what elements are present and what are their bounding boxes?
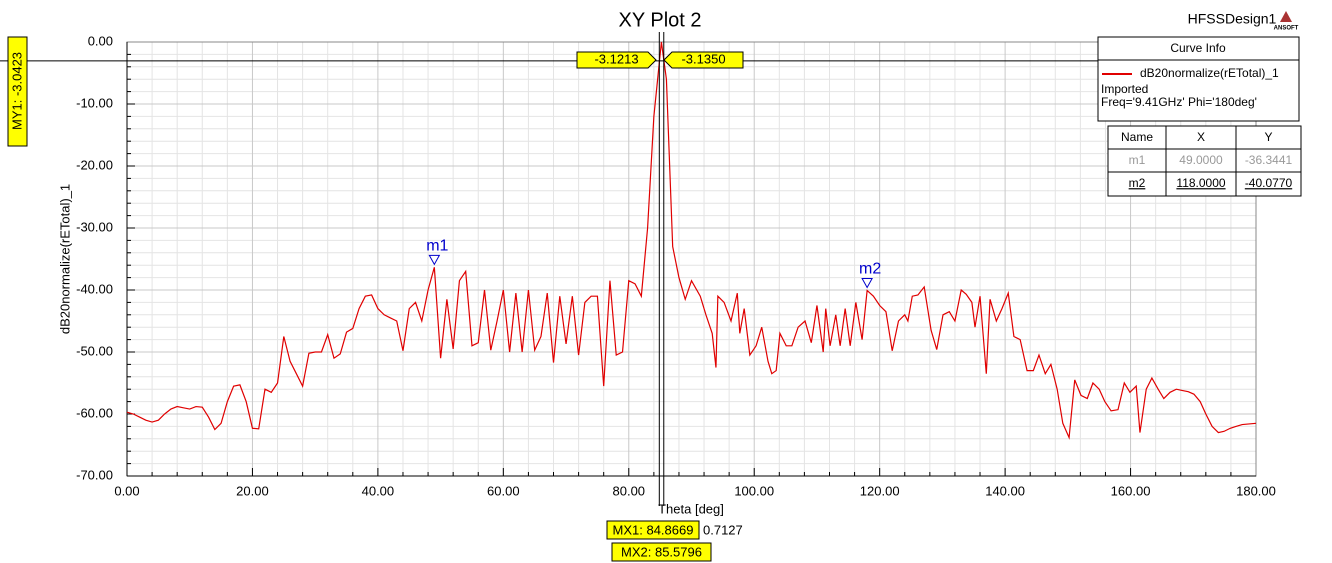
x-tick-label: 80.00 <box>613 483 646 498</box>
y-axis-label: dB20normalize(rETotal)_1 <box>57 184 72 334</box>
legend-line: Freq='9.41GHz' Phi='180deg' <box>1101 95 1257 109</box>
logo-icon <box>1280 11 1292 22</box>
cursor-label: MY1: -3.0423 <box>9 52 24 130</box>
table-cell: 49.0000 <box>1179 153 1223 167</box>
table-cell: m1 <box>1129 153 1146 167</box>
x-tick-label: 60.00 <box>487 483 520 498</box>
marker-label: m1 <box>426 238 448 255</box>
readout-box <box>576 51 657 69</box>
cursor-label: MX2: 85.5796 <box>621 544 702 559</box>
marker-triangle <box>428 254 441 266</box>
table-cell: m2 <box>1129 176 1146 190</box>
table-box <box>1107 125 1302 197</box>
marker-triangle <box>861 277 873 289</box>
y-tick-label: -50.00 <box>76 343 113 358</box>
logo: ANSOFT <box>1274 26 1299 32</box>
table-header: X <box>1197 130 1205 144</box>
chart-title: XY Plot 2 <box>618 9 701 31</box>
x-tick-label: 120.00 <box>860 483 900 498</box>
readout-label: -3.1350 <box>681 51 725 66</box>
y-tick-label: 0.00 <box>88 33 113 48</box>
y-tick-label: -70.00 <box>76 467 113 482</box>
x-tick-label: 100.00 <box>734 483 774 498</box>
readout-box <box>663 51 744 69</box>
legend-label: dB20normalize(rETotal)_1 <box>1140 66 1279 80</box>
x-tick-label: 140.00 <box>985 483 1025 498</box>
x-tick-label: 160.00 <box>1111 483 1151 498</box>
legend-line: Imported <box>1101 82 1148 96</box>
marker-label: m2 <box>859 261 881 278</box>
x-tick-label: 40.00 <box>362 483 395 498</box>
table-header: Y <box>1264 130 1272 144</box>
cursor-label-box <box>611 542 712 562</box>
x-tick-label: 0.00 <box>114 483 139 498</box>
table-cell: -40.0770 <box>1245 176 1293 190</box>
design-name: HFSSDesign1 <box>1188 11 1277 27</box>
plot-frame <box>126 41 1257 477</box>
readout-label: -3.1213 <box>594 51 638 66</box>
cursor-label: MX1: 84.8669 <box>613 522 694 537</box>
x-tick-label: 20.00 <box>236 483 269 498</box>
data-line <box>126 41 1257 440</box>
legend-box <box>1097 36 1300 122</box>
y-tick-label: -30.00 <box>76 219 113 234</box>
legend-title: Curve Info <box>1170 41 1226 55</box>
cursor-delta: 0.7127 <box>703 522 743 537</box>
table-cell: 118.0000 <box>1176 176 1225 190</box>
table-cell: -36.3441 <box>1245 153 1293 167</box>
y-tick-label: -20.00 <box>76 157 113 172</box>
x-axis-label: Theta [deg] <box>658 501 724 516</box>
x-tick-label: 180.00 <box>1236 483 1276 498</box>
table-header: Name <box>1121 130 1153 144</box>
y-tick-label: -40.00 <box>76 281 113 296</box>
y-tick-label: -10.00 <box>76 95 113 110</box>
y-tick-label: -60.00 <box>76 405 113 420</box>
cursor-label-box <box>7 36 28 147</box>
cursor-label-box <box>606 520 700 540</box>
